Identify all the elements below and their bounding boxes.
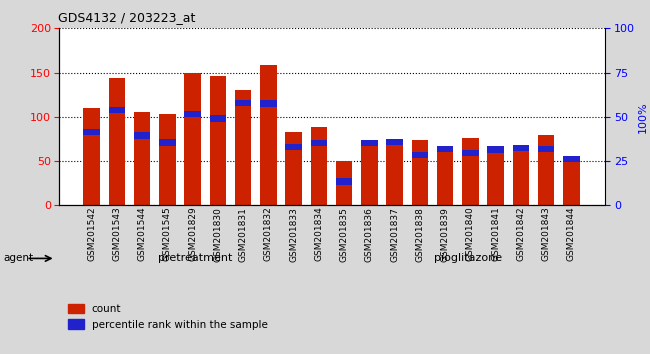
Bar — [564, 156, 580, 162]
Y-axis label: 100%: 100% — [638, 101, 648, 133]
Text: agent: agent — [3, 253, 33, 263]
Bar — [488, 152, 504, 205]
Bar — [336, 178, 352, 184]
Bar — [564, 156, 580, 205]
Bar — [260, 65, 276, 205]
Legend: count, percentile rank within the sample: count, percentile rank within the sample — [64, 300, 272, 334]
Bar — [83, 129, 99, 135]
Bar — [209, 115, 226, 122]
Bar — [513, 145, 529, 151]
Bar — [538, 145, 554, 152]
Bar — [185, 111, 201, 117]
Bar — [159, 139, 176, 145]
Text: pioglitazone: pioglitazone — [434, 253, 502, 263]
Bar — [235, 99, 252, 106]
Bar — [411, 152, 428, 158]
Bar — [209, 76, 226, 205]
Bar — [83, 108, 99, 205]
Bar — [462, 138, 478, 205]
Bar — [513, 145, 529, 205]
Bar — [437, 152, 454, 205]
Bar — [387, 138, 403, 145]
Bar — [336, 161, 352, 205]
Text: GDS4132 / 203223_at: GDS4132 / 203223_at — [58, 11, 196, 24]
Bar — [109, 107, 125, 113]
Bar — [134, 132, 150, 138]
Bar — [235, 90, 252, 205]
Bar — [159, 114, 176, 205]
Bar — [285, 132, 302, 205]
Bar — [361, 145, 378, 205]
Bar — [411, 140, 428, 205]
Bar — [109, 78, 125, 205]
Bar — [488, 147, 504, 153]
Text: pretreatment: pretreatment — [158, 253, 232, 263]
Bar — [134, 113, 150, 205]
Bar — [185, 73, 201, 205]
Bar — [538, 136, 554, 205]
Bar — [462, 150, 478, 156]
Bar — [285, 144, 302, 150]
Bar — [260, 101, 276, 107]
Bar — [311, 140, 327, 147]
Bar — [387, 139, 403, 205]
Bar — [437, 145, 454, 152]
Bar — [311, 127, 327, 205]
Bar — [361, 140, 378, 147]
